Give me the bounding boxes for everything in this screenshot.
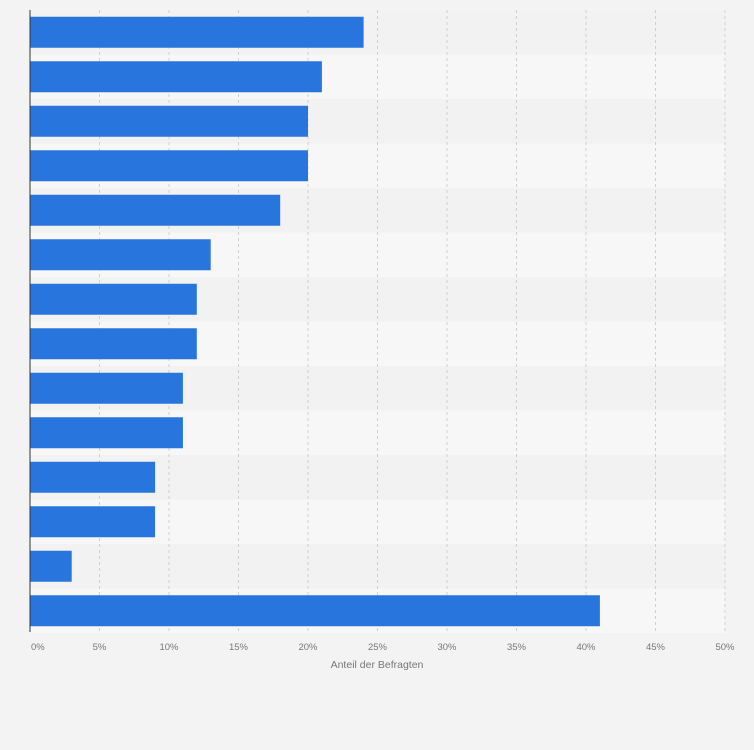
- x-tick-label: 5%: [93, 642, 107, 653]
- x-tick-label: 35%: [507, 642, 527, 653]
- bar[interactable]: [30, 194, 281, 226]
- x-tick-label: 10%: [159, 642, 179, 653]
- bar[interactable]: [30, 150, 308, 182]
- bar[interactable]: [30, 283, 197, 315]
- bar[interactable]: [30, 506, 156, 538]
- x-tick-labels: 0% 5% 10% 15% 20% 25% 30% 35% 40% 45% 50%: [31, 642, 735, 653]
- bar[interactable]: [30, 16, 364, 48]
- bar[interactable]: [30, 550, 72, 582]
- bar[interactable]: [30, 61, 322, 93]
- x-tick-label: 50%: [715, 642, 735, 653]
- x-tick-label: 20%: [298, 642, 318, 653]
- x-tick-label: 40%: [576, 642, 596, 653]
- x-tick-label: 0%: [31, 642, 45, 653]
- x-axis-title: Anteil der Befragten: [331, 659, 424, 671]
- bar[interactable]: [30, 595, 600, 627]
- bar[interactable]: [30, 239, 211, 271]
- bars: [30, 16, 600, 627]
- bar[interactable]: [30, 328, 197, 360]
- bar[interactable]: [30, 105, 308, 137]
- bar[interactable]: [30, 372, 183, 404]
- bar[interactable]: [30, 461, 156, 493]
- bar[interactable]: [30, 417, 183, 449]
- x-tick-label: 15%: [229, 642, 249, 653]
- x-tick-label: 25%: [368, 642, 388, 653]
- x-tick-label: 30%: [437, 642, 457, 653]
- x-tick-label: 45%: [646, 642, 666, 653]
